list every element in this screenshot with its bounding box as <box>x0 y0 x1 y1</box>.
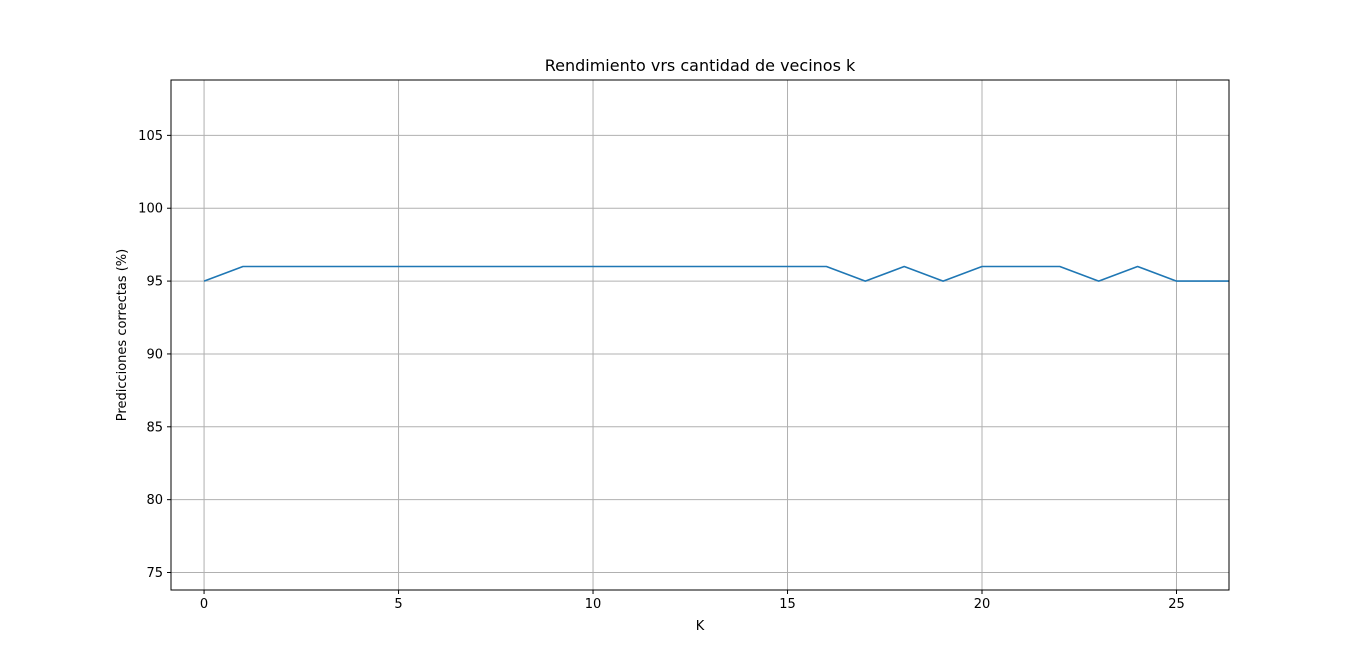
series-point <box>476 266 478 268</box>
x-tick-label: 25 <box>1168 597 1185 612</box>
x-tick-label: 0 <box>200 597 208 612</box>
y-axis-label: Predicciones correctas (%) <box>115 249 130 421</box>
y-tick-label: 75 <box>146 566 163 581</box>
series-point <box>1098 280 1100 282</box>
series-point <box>553 266 555 268</box>
series-point <box>203 280 205 282</box>
series-point <box>437 266 439 268</box>
series-point <box>631 266 633 268</box>
y-tick-label: 95 <box>146 275 163 290</box>
series-point <box>592 266 594 268</box>
series-point <box>1215 280 1217 282</box>
x-tick-label: 5 <box>394 597 402 612</box>
x-tick-label: 10 <box>585 597 602 612</box>
ticks: 0 5 10 15 20 25 75 80 85 90 95 100 105 <box>138 129 1185 612</box>
series-point <box>1020 266 1022 268</box>
series-point <box>359 266 361 268</box>
series-point <box>670 266 672 268</box>
series-point <box>398 266 400 268</box>
y-tick-label: 80 <box>146 493 163 508</box>
series-point <box>787 266 789 268</box>
chart-title: Rendimiento vrs cantidad de vecinos k <box>545 56 856 75</box>
x-tick-label: 20 <box>974 597 991 612</box>
y-tick-label: 85 <box>146 420 163 435</box>
series-layer <box>203 265 1255 282</box>
x-axis-label: K <box>696 619 705 634</box>
series-point <box>514 266 516 268</box>
plot-background <box>171 80 1229 590</box>
x-tick-label: 15 <box>779 597 796 612</box>
series-point <box>981 266 983 268</box>
series-point <box>748 266 750 268</box>
series-point <box>826 266 828 268</box>
series-line <box>203 265 1229 282</box>
series-point <box>1176 280 1178 282</box>
grid <box>171 80 1229 590</box>
series-point <box>1059 266 1061 268</box>
series-point <box>320 266 322 268</box>
y-tick-label: 100 <box>138 202 163 217</box>
series-point <box>1137 266 1139 268</box>
plot-frame <box>170 79 1230 591</box>
series-point <box>281 266 283 268</box>
series-point <box>709 266 711 268</box>
y-tick-label: 90 <box>146 347 163 362</box>
series-point <box>942 280 944 282</box>
series-point <box>242 266 244 268</box>
y-tick-label: 105 <box>138 129 163 144</box>
series-point <box>1253 280 1255 282</box>
series-point <box>903 266 905 268</box>
series-point <box>865 280 867 282</box>
